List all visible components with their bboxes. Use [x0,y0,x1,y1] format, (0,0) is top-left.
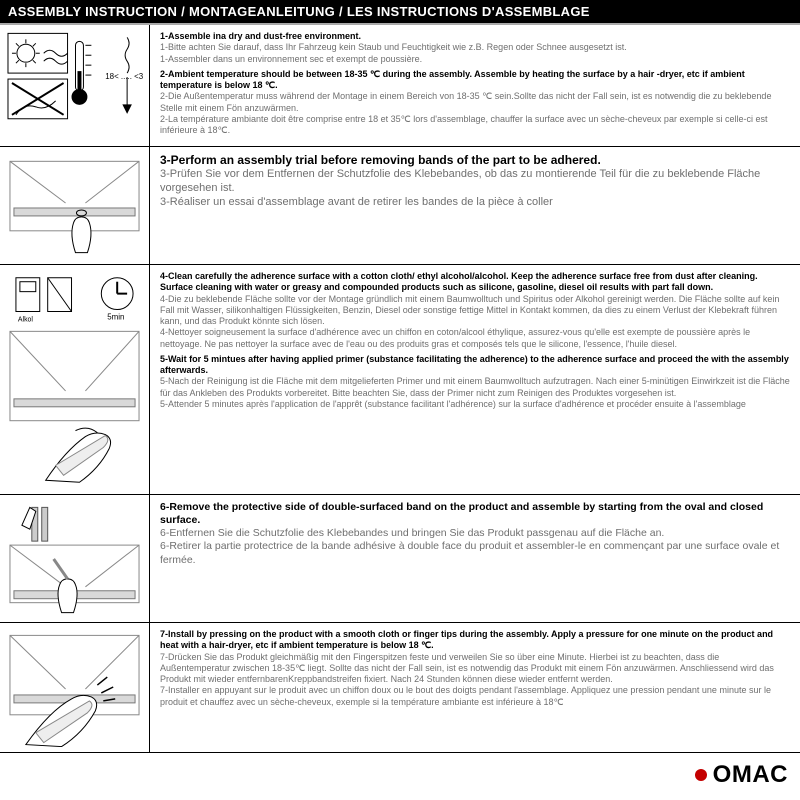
instruction-row: 18< ..... <35 C 1-Assemble ina dry and d… [0,25,800,147]
instruction-text: 6-Remove the protective side of double-s… [150,495,800,622]
step-main: 1-Assemble ina dry and dust-free environ… [160,31,790,42]
instruction-rows: 18< ..... <35 C 1-Assemble ina dry and d… [0,25,800,753]
step-sub: 1-Assembler dans un environnement sec et… [160,54,790,65]
brand-dot-icon [695,769,707,781]
instruction-text: 4-Clean carefully the adherence surface … [150,265,800,494]
step-3: 3-Perform an assembly trial before remov… [160,153,790,209]
step-2: 2-Ambient temperature should be between … [160,69,790,137]
page-title: ASSEMBLY INSTRUCTION / MONTAGEANLEITUNG … [0,0,800,25]
step-main: 5-Wait for 5 mintues after having applie… [160,354,790,377]
brand-name: OMAC [713,761,788,789]
step-sub: 1-Bitte achten Sie darauf, dass Ihr Fahr… [160,42,790,53]
step-main: 2-Ambient temperature should be between … [160,69,790,92]
step-sub: 4-Die zu beklebende Fläche sollte vor de… [160,294,790,328]
step-7: 7-Install by pressing on the product wit… [160,629,790,708]
instruction-text: 1-Assemble ina dry and dust-free environ… [150,25,800,146]
step-sub: 5-Attender 5 minutes après l'application… [160,399,790,410]
svg-text:18< ..... <35 C: 18< ..... <35 C [105,72,143,81]
svg-text:5min: 5min [107,312,124,321]
step-sub: 3-Prüfen Sie vor dem Entfernen der Schut… [160,168,790,196]
step-sub: 5-Nach der Reinigung ist die Fläche mit … [160,376,790,399]
step-sub: 3-Réaliser un essai d'assemblage avant d… [160,196,790,210]
step-sub: 7-Installer en appuyant sur le produit a… [160,685,790,708]
trial-fit-icon [0,147,150,264]
peel-tape-icon [0,495,150,622]
instruction-row: Alkol 5min 4-Clean carefully the adheren… [0,265,800,495]
instruction-text: 7-Install by pressing on the product wit… [150,623,800,752]
step-sub: 6-Entfernen Sie die Schutzfolie des Kleb… [160,527,790,540]
step-sub: 4-Nettoyer soigneusement la surface d'ad… [160,327,790,350]
step-sub: 2-La température ambiante doit être comp… [160,114,790,137]
step-1: 1-Assemble ina dry and dust-free environ… [160,31,790,65]
clean-wipe-icon: Alkol 5min [0,265,150,494]
step-5: 5-Wait for 5 mintues after having applie… [160,354,790,410]
step-main: 4-Clean carefully the adherence surface … [160,271,790,294]
instruction-text: 3-Perform an assembly trial before remov… [150,147,800,264]
step-main: 7-Install by pressing on the product wit… [160,629,790,652]
footer: OMAC [0,753,800,795]
instruction-row: 3-Perform an assembly trial before remov… [0,147,800,265]
step-sub: 2-Die Außentemperatur muss während der M… [160,91,790,114]
step-6: 6-Remove the protective side of double-s… [160,501,790,567]
temperature-range-icon: 18< ..... <35 C [0,25,150,146]
step-sub: 7-Drücken Sie das Produkt gleichmäßig mi… [160,652,790,686]
instruction-row: 7-Install by pressing on the product wit… [0,623,800,753]
svg-text:Alkol: Alkol [18,316,33,323]
step-sub: 6-Retirer la partie protectrice de la ba… [160,540,790,566]
step-main: 6-Remove the protective side of double-s… [160,501,790,527]
press-install-icon [0,623,150,752]
step-4: 4-Clean carefully the adherence surface … [160,271,790,350]
step-main: 3-Perform an assembly trial before remov… [160,153,790,168]
instruction-row: 6-Remove the protective side of double-s… [0,495,800,623]
